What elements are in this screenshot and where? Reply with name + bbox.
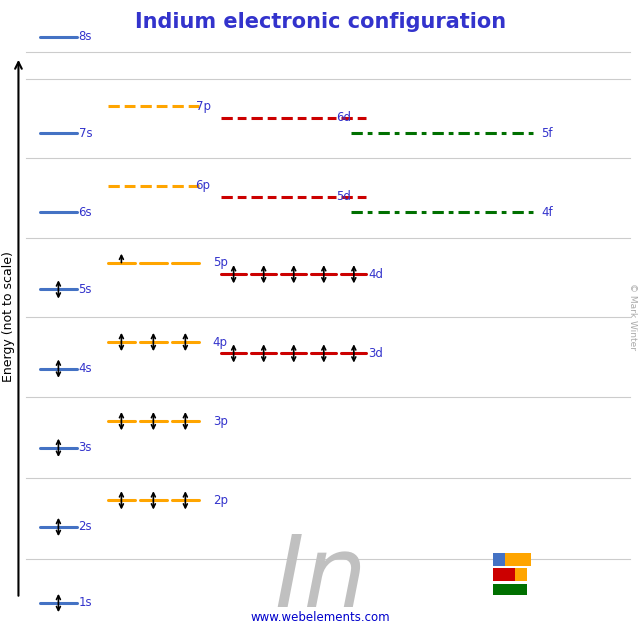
Text: 3s: 3s xyxy=(79,442,92,454)
Text: 3d: 3d xyxy=(368,347,383,360)
Text: 7p: 7p xyxy=(196,100,211,113)
Bar xyxy=(515,568,527,580)
Text: 5s: 5s xyxy=(79,283,92,296)
Text: 8s: 8s xyxy=(79,30,92,44)
Text: 1s: 1s xyxy=(79,596,92,609)
Text: 5d: 5d xyxy=(336,191,351,204)
Text: 3p: 3p xyxy=(213,415,228,428)
Text: 6s: 6s xyxy=(79,205,92,219)
Text: Energy (not to scale): Energy (not to scale) xyxy=(2,252,15,382)
Text: 4f: 4f xyxy=(541,205,552,219)
Bar xyxy=(493,584,527,595)
Text: In: In xyxy=(274,531,367,628)
Text: www.webelements.com: www.webelements.com xyxy=(250,611,390,624)
Bar xyxy=(505,553,531,566)
Text: 2p: 2p xyxy=(213,494,228,507)
Text: 6p: 6p xyxy=(196,179,211,192)
Bar xyxy=(493,568,515,580)
Text: 7s: 7s xyxy=(79,127,92,140)
Text: 5p: 5p xyxy=(213,257,228,269)
Text: 2s: 2s xyxy=(79,520,92,534)
Text: 6d: 6d xyxy=(336,111,351,124)
Text: 4s: 4s xyxy=(79,362,92,375)
Text: 5f: 5f xyxy=(541,127,552,140)
Text: © Mark Winter: © Mark Winter xyxy=(628,283,637,350)
Bar xyxy=(493,553,505,566)
Text: 4p: 4p xyxy=(213,335,228,349)
Text: Indium electronic configuration: Indium electronic configuration xyxy=(134,12,506,32)
Text: 4d: 4d xyxy=(368,268,383,281)
